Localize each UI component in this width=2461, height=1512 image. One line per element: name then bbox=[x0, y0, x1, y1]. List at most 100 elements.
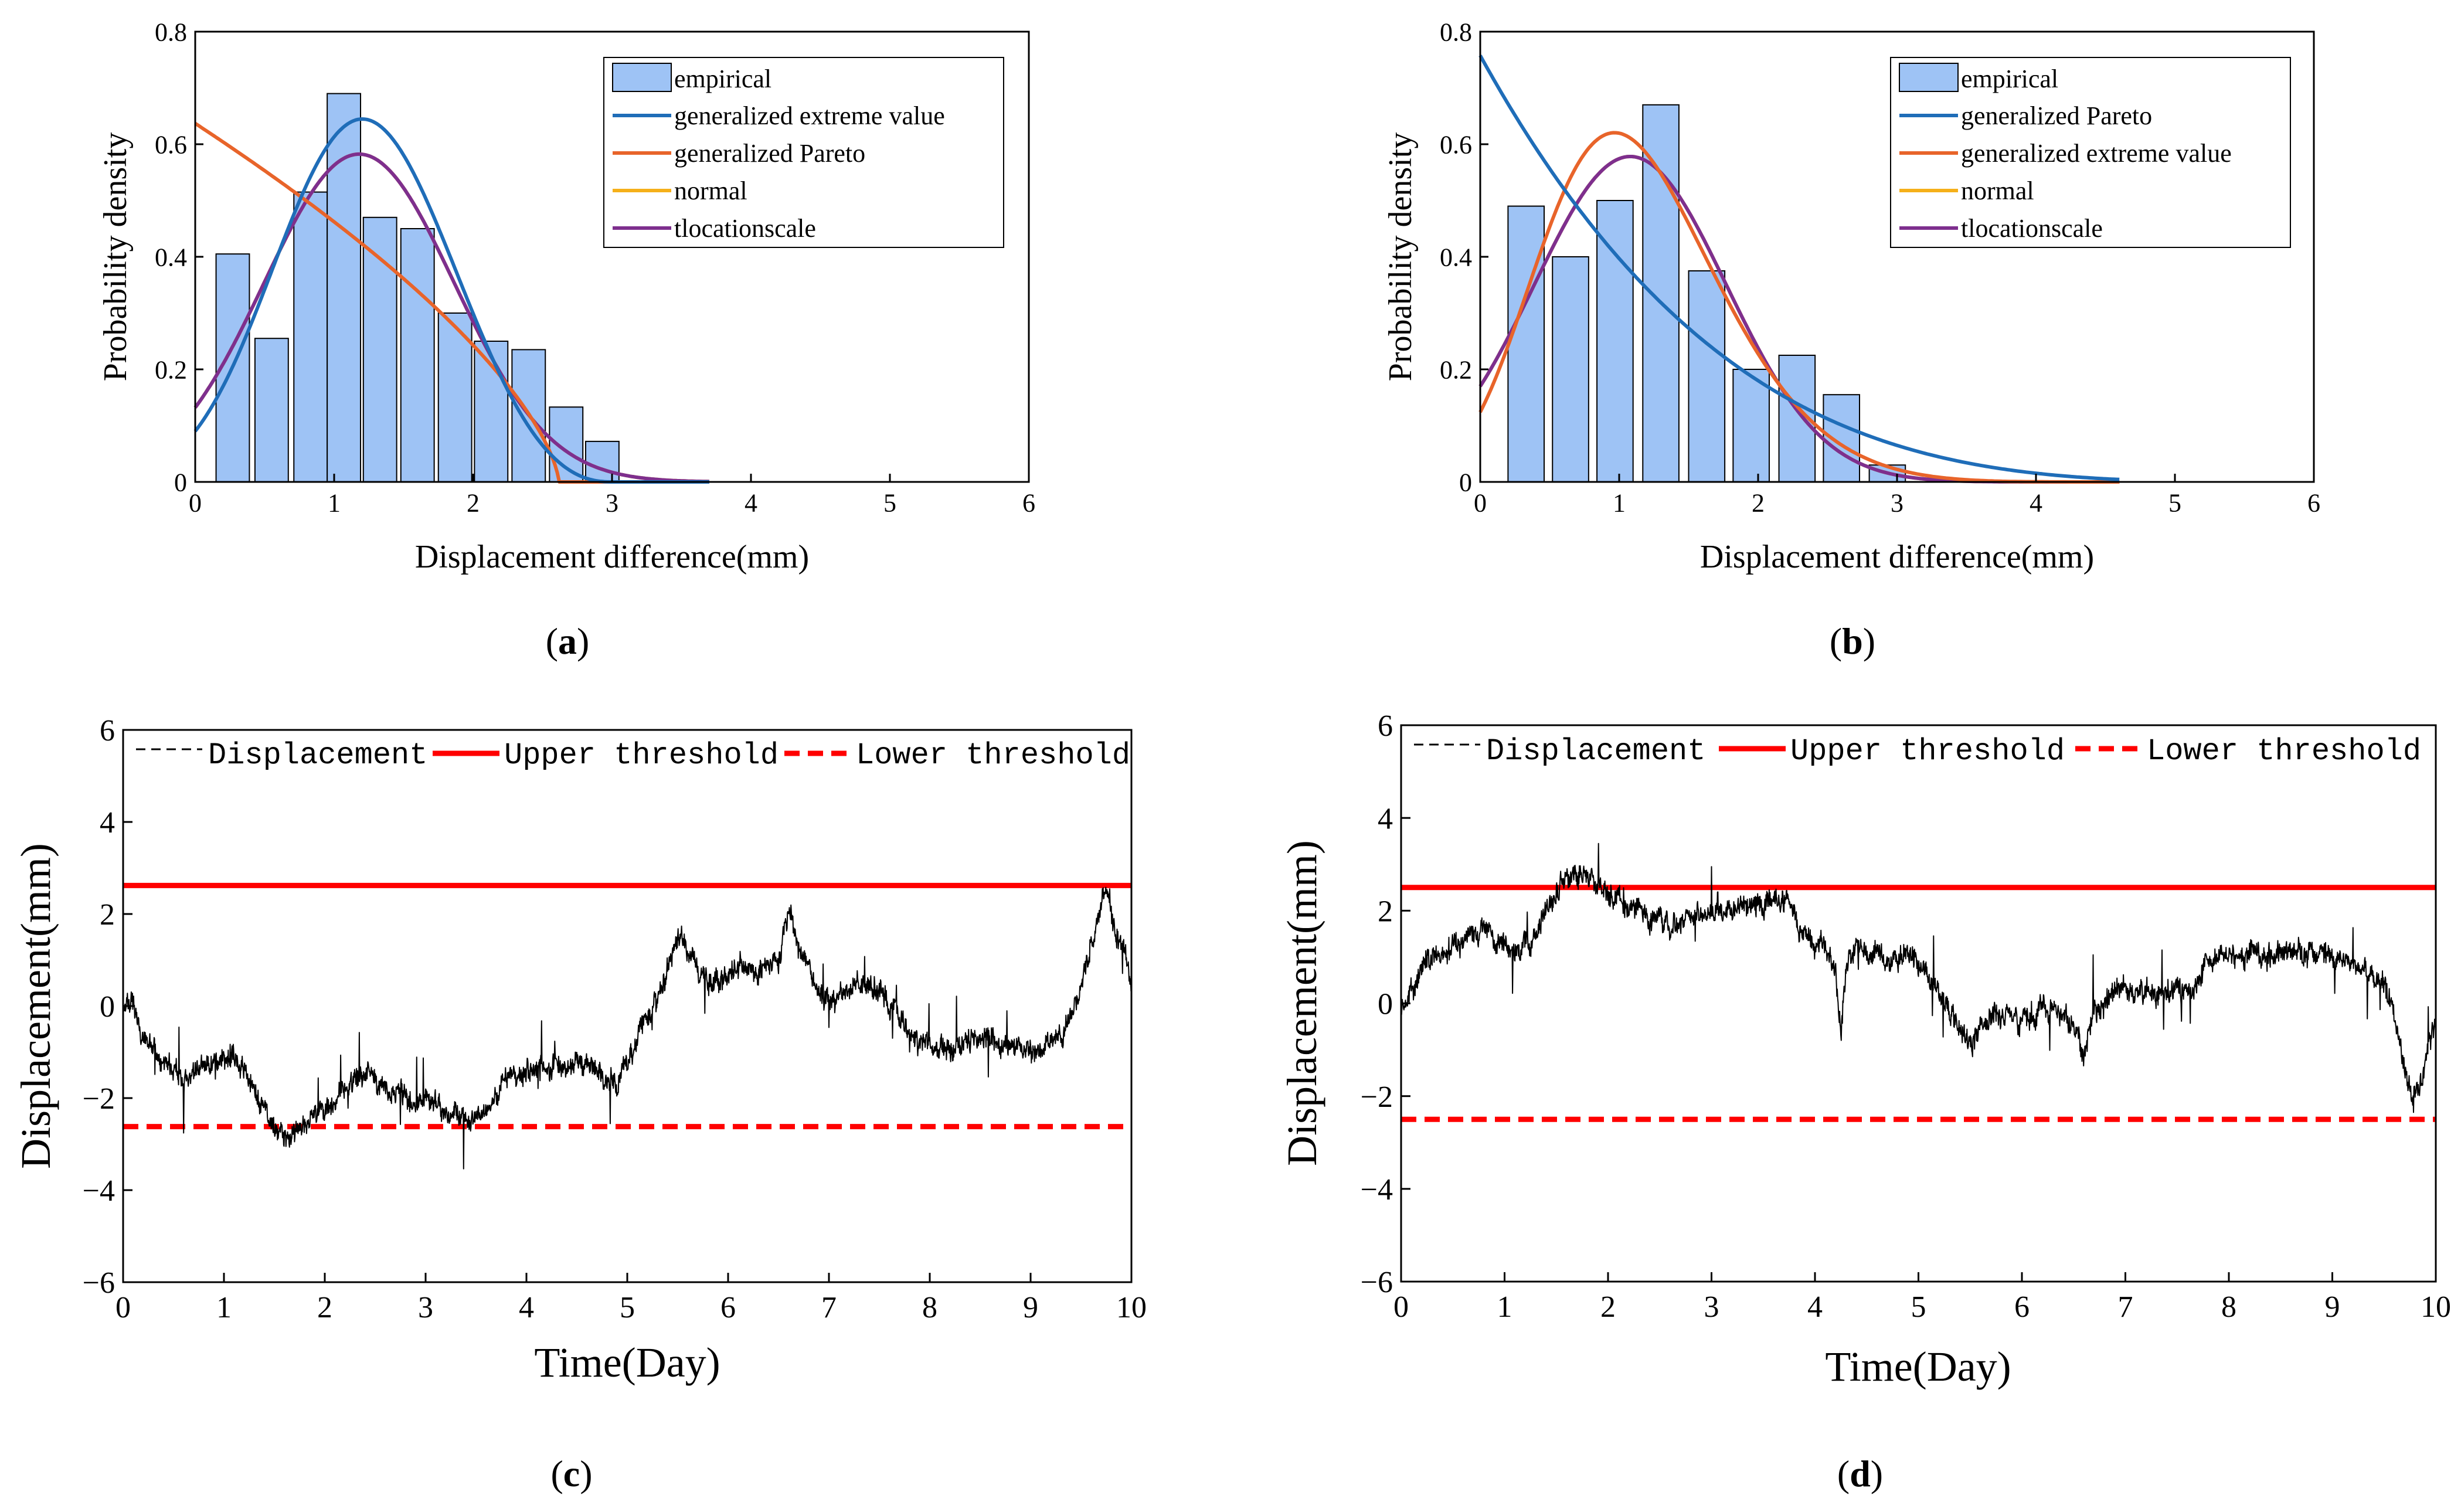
panel-b-legend: empirical generalized Pareto generalized… bbox=[1890, 57, 2291, 248]
histogram-bar bbox=[254, 338, 289, 483]
panel-c-plot-layer bbox=[123, 882, 1132, 1170]
y-tick-label: 0 bbox=[100, 990, 115, 1024]
x-tick-label: 2 bbox=[1752, 489, 1765, 518]
histogram-bar bbox=[1823, 394, 1861, 483]
panel-d-legend-label-displacement: Displacement bbox=[1486, 734, 1705, 769]
panel-d-caption-letter: d bbox=[1850, 1453, 1871, 1494]
y-tick-label: 0 bbox=[1378, 988, 1393, 1021]
panel-a-legend-label-pareto: generalized Pareto bbox=[674, 139, 865, 168]
x-tick-label: 2 bbox=[317, 1291, 332, 1324]
panel-c-axes-frame bbox=[122, 729, 1133, 1283]
panel-d-x-axis-label: Time(Day) bbox=[1825, 1343, 2011, 1390]
panel-d-legend-label-lower: Lower threshold bbox=[2147, 734, 2421, 769]
panel-c-legend: Displacement Upper threshold Lower thres… bbox=[136, 738, 1130, 773]
panel-b-y-axis-label: Probability density bbox=[1382, 132, 1419, 382]
x-tick-label: 6 bbox=[1022, 489, 1035, 518]
panel-a-legend-swatch-empirical bbox=[612, 63, 672, 92]
histogram-bar bbox=[1688, 270, 1726, 483]
y-tick-label: 4 bbox=[1378, 802, 1393, 835]
histogram-bar bbox=[549, 406, 584, 483]
panel-a-legend: empirical generalized extreme value gene… bbox=[603, 57, 1004, 248]
panel-a: 0 1 2 3 4 5 6 0 0.2 0.4 0.6 0.8 Displacement diffe… bbox=[97, 18, 1035, 662]
panel-a-legend-label-normal: normal bbox=[674, 176, 747, 205]
x-tick-label: 3 bbox=[606, 489, 618, 518]
panel-b-legend-label-gev: generalized extreme value bbox=[1961, 139, 2232, 168]
panel-a-x-axis-label: Displacement difference(mm) bbox=[415, 539, 809, 575]
panel-c-caption-letter: c bbox=[563, 1453, 580, 1494]
y-tick-label: 0.4 bbox=[1440, 243, 1472, 271]
x-tick-label: 9 bbox=[2325, 1290, 2340, 1324]
panel-c-legend-label-displacement: Displacement bbox=[208, 738, 427, 773]
histogram-bar bbox=[293, 191, 328, 483]
y-tick-label: −2 bbox=[1361, 1081, 1393, 1114]
y-tick-label: 0.4 bbox=[155, 243, 187, 271]
panel-b-legend-label-pareto: generalized Pareto bbox=[1961, 101, 2152, 130]
panel-a-legend-label-gev: generalized extreme value bbox=[674, 101, 945, 130]
y-tick-label: −6 bbox=[83, 1266, 115, 1300]
panel-b-x-axis-label: Displacement difference(mm) bbox=[1700, 539, 2094, 575]
x-tick-label: 4 bbox=[1807, 1290, 1823, 1324]
panel-b-legend-label-tlocationscale: tlocationscale bbox=[1961, 214, 2103, 243]
panel-d-x-ticks: 0 1 2 3 4 5 6 7 8 9 10 bbox=[1393, 1272, 2451, 1324]
panel-c-legend-label-upper: Upper threshold bbox=[504, 738, 779, 773]
y-tick-label: 0.8 bbox=[1440, 18, 1472, 46]
y-tick-label: 2 bbox=[100, 898, 115, 932]
x-tick-label: 1 bbox=[1497, 1290, 1512, 1324]
panel-a-caption-letter: a bbox=[558, 620, 577, 662]
y-tick-label: −2 bbox=[83, 1082, 115, 1116]
histogram-bar bbox=[1507, 205, 1545, 483]
x-tick-label: 6 bbox=[720, 1291, 736, 1324]
x-tick-label: 1 bbox=[328, 489, 341, 518]
x-tick-label: 6 bbox=[2307, 489, 2320, 518]
panel-a-x-ticks: 0 1 2 3 4 5 6 bbox=[189, 474, 1035, 518]
x-tick-label: 7 bbox=[821, 1291, 837, 1324]
panel-b-legend-swatch-empirical bbox=[1899, 63, 1959, 92]
panel-b-x-ticks: 0 1 2 3 4 5 6 bbox=[1474, 474, 2320, 518]
x-tick-label: 5 bbox=[620, 1291, 635, 1324]
histogram-bar bbox=[400, 228, 435, 483]
y-tick-label: 0 bbox=[1459, 468, 1472, 497]
x-tick-label: 4 bbox=[745, 489, 757, 518]
panel-d: 0 1 2 3 4 5 6 7 8 9 10 −6 −4 −2 0 2 4 6 Time(Day) Displa… bbox=[1279, 709, 2451, 1494]
x-tick-label: 3 bbox=[418, 1291, 433, 1324]
displacement-series bbox=[1401, 842, 2436, 1113]
x-tick-label: 4 bbox=[519, 1291, 534, 1324]
panel-a-legend-label-empirical: empirical bbox=[674, 64, 771, 93]
x-tick-label: 5 bbox=[883, 489, 896, 518]
panel-b-plot-layer bbox=[1478, 55, 2120, 484]
panel-b-y-ticks: 0 0.2 0.4 0.6 0.8 bbox=[1440, 18, 1488, 497]
panel-d-axes-frame bbox=[1400, 724, 2437, 1283]
x-tick-label: 7 bbox=[2118, 1290, 2133, 1324]
displacement-series bbox=[123, 886, 1132, 1170]
panel-d-caption: (d) bbox=[1837, 1453, 1883, 1494]
panel-c: 0 1 2 3 4 5 6 7 8 9 10 −6 −4 −2 0 2 4 6 Time(Day) Displa… bbox=[12, 714, 1147, 1494]
panel-a-y-axis-label: Probability density bbox=[97, 132, 134, 382]
y-tick-label: 4 bbox=[100, 806, 115, 840]
histogram-bar bbox=[327, 93, 362, 483]
panel-c-caption: (c) bbox=[550, 1453, 592, 1494]
x-tick-label: 9 bbox=[1023, 1291, 1038, 1324]
panel-b-legend-label-empirical: empirical bbox=[1961, 64, 2058, 93]
x-tick-label: 10 bbox=[1116, 1291, 1147, 1324]
x-tick-label: 3 bbox=[1704, 1290, 1719, 1324]
histogram-bar bbox=[1552, 256, 1589, 483]
histogram-bar bbox=[1596, 200, 1634, 483]
panel-c-y-ticks: −6 −4 −2 0 2 4 6 bbox=[83, 714, 132, 1300]
x-tick-label: 0 bbox=[1393, 1290, 1409, 1324]
y-tick-label: 0.6 bbox=[1440, 130, 1472, 159]
panel-c-legend-label-lower: Lower threshold bbox=[856, 738, 1130, 773]
x-tick-label: 2 bbox=[467, 489, 480, 518]
x-tick-label: 6 bbox=[2014, 1290, 2030, 1324]
panel-c-x-axis-label: Time(Day) bbox=[534, 1339, 720, 1386]
fit-curve-generalized-pareto bbox=[1478, 55, 2120, 481]
y-tick-label: 2 bbox=[1378, 895, 1393, 929]
x-tick-label: 5 bbox=[1911, 1290, 1926, 1324]
x-tick-label: 5 bbox=[2168, 489, 2181, 518]
panel-b-axes-frame bbox=[1479, 30, 2315, 483]
histogram-bar bbox=[584, 440, 620, 483]
y-tick-label: 0.8 bbox=[155, 18, 187, 46]
y-tick-label: 0 bbox=[174, 468, 187, 497]
x-tick-label: 4 bbox=[2030, 489, 2042, 518]
panel-b-caption-letter: b bbox=[1842, 620, 1863, 662]
